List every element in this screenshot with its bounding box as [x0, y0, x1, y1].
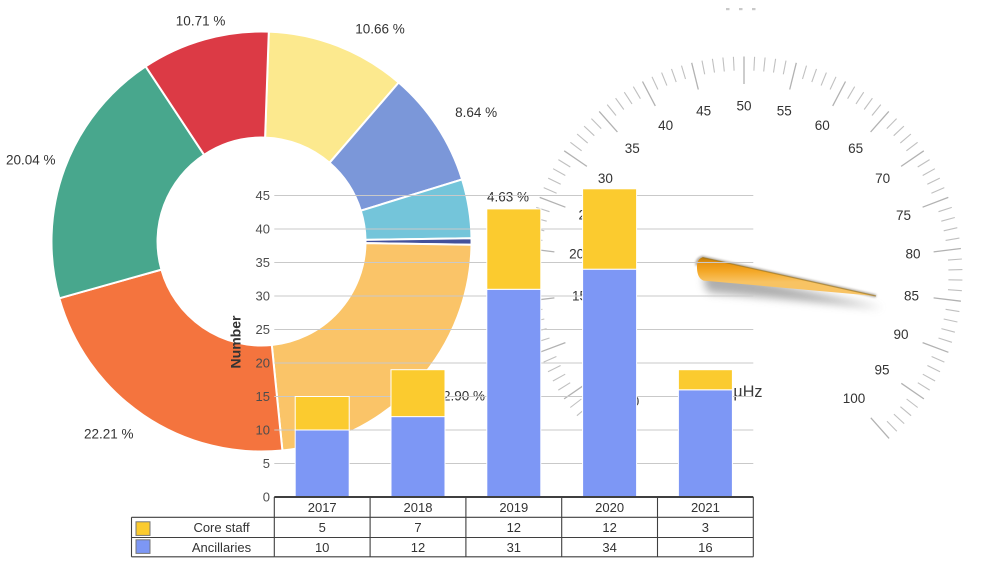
- svg-text:65: 65: [848, 141, 863, 156]
- svg-text:50: 50: [736, 99, 751, 114]
- svg-text:16: 16: [698, 540, 712, 555]
- svg-text:10.71 %: 10.71 %: [176, 14, 226, 29]
- svg-text:2018: 2018: [404, 500, 433, 515]
- svg-text:22.21 %: 22.21 %: [84, 427, 134, 442]
- svg-text:2017: 2017: [308, 500, 337, 515]
- svg-text:100: 100: [843, 391, 866, 406]
- svg-text:Number: Number: [228, 315, 244, 368]
- svg-text:12: 12: [411, 540, 425, 555]
- svg-text:5: 5: [263, 456, 270, 471]
- svg-text:2020: 2020: [595, 500, 624, 515]
- svg-text:25: 25: [256, 322, 270, 337]
- svg-text:20: 20: [256, 356, 270, 371]
- svg-text:85: 85: [904, 289, 919, 304]
- svg-text:20.04 %: 20.04 %: [6, 153, 56, 168]
- svg-text:10: 10: [315, 540, 329, 555]
- svg-text:55: 55: [777, 103, 792, 118]
- svg-text:40: 40: [256, 222, 270, 237]
- svg-text:Ancillaries: Ancillaries: [192, 540, 252, 555]
- svg-text:7: 7: [414, 520, 421, 535]
- svg-text:4.63 %: 4.63 %: [487, 190, 529, 205]
- svg-text:90: 90: [893, 327, 908, 342]
- svg-text:20: 20: [569, 247, 584, 262]
- svg-text:10: 10: [256, 423, 270, 438]
- svg-text:12: 12: [507, 520, 521, 535]
- svg-text:12: 12: [602, 520, 616, 535]
- svg-text:30: 30: [598, 171, 613, 186]
- svg-text:31: 31: [507, 540, 521, 555]
- svg-text:35: 35: [256, 255, 270, 270]
- svg-text:2019: 2019: [499, 500, 528, 515]
- svg-text:35: 35: [625, 141, 640, 156]
- svg-text:45: 45: [696, 103, 711, 118]
- svg-text:5: 5: [319, 520, 326, 535]
- svg-text:45: 45: [256, 188, 270, 203]
- svg-text:60: 60: [815, 118, 830, 133]
- svg-text:40: 40: [658, 118, 673, 133]
- svg-text:34: 34: [602, 540, 616, 555]
- svg-text:75: 75: [896, 208, 911, 223]
- svg-text:30: 30: [256, 289, 270, 304]
- svg-text:10.66 %: 10.66 %: [355, 22, 405, 37]
- svg-text:0: 0: [263, 490, 270, 505]
- svg-text:15: 15: [256, 389, 270, 404]
- svg-text:3: 3: [702, 520, 709, 535]
- svg-text:80: 80: [905, 247, 920, 262]
- svg-text:2021: 2021: [691, 500, 720, 515]
- svg-text:95: 95: [874, 363, 889, 378]
- svg-text:Core staff: Core staff: [193, 520, 250, 535]
- svg-text:70: 70: [875, 171, 890, 186]
- svg-text:8.64 %: 8.64 %: [455, 105, 497, 120]
